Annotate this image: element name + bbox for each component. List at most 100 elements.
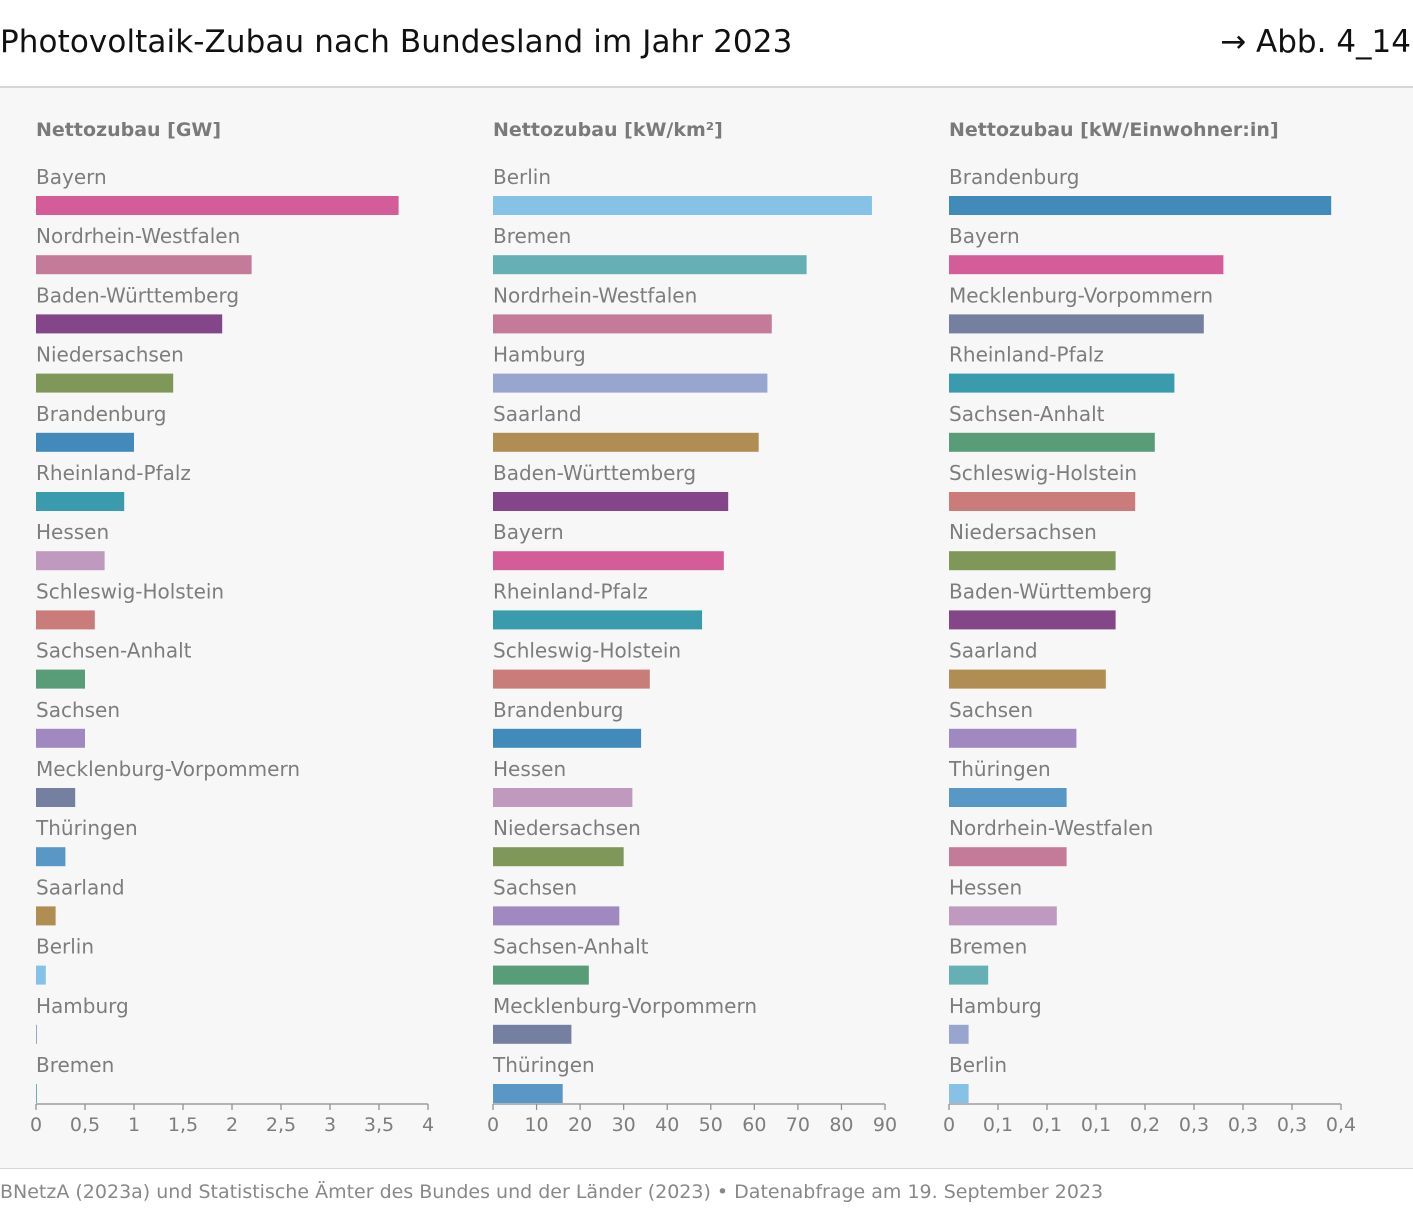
x-tick-label: 0: [30, 1114, 42, 1136]
bar: [493, 906, 620, 926]
x-tick-label: 60: [742, 1114, 766, 1136]
x-tick-label: 0,1: [983, 1114, 1013, 1136]
bar: [949, 196, 1332, 215]
category-label: Baden-Württemberg: [493, 461, 696, 485]
x-tick-label: 2: [226, 1114, 238, 1136]
category-label: Brandenburg: [493, 698, 624, 722]
category-label: Baden-Württemberg: [949, 579, 1152, 603]
x-tick-label: 3,5: [364, 1114, 394, 1136]
category-label: Berlin: [36, 935, 94, 959]
bar: [949, 551, 1116, 571]
bar: [949, 847, 1067, 867]
bar: [36, 432, 134, 452]
category-label: Bremen: [493, 224, 571, 248]
category-label: Hessen: [949, 875, 1022, 899]
category-label: Thüringen: [948, 757, 1051, 781]
source-note: BNetzA (2023a) und Statistische Ämter de…: [0, 1181, 1104, 1203]
category-label: Sachsen: [949, 698, 1033, 722]
bar: [36, 1084, 37, 1103]
bar: [493, 965, 589, 985]
bar: [493, 610, 703, 630]
bar: [949, 314, 1204, 334]
category-label: Niedersachsen: [493, 816, 641, 840]
category-label: Mecklenburg-Vorpommern: [493, 994, 757, 1018]
bar: [36, 492, 125, 511]
bar: [949, 788, 1067, 807]
category-label: Hessen: [493, 757, 566, 781]
bar: [36, 610, 95, 630]
x-tick-label: 40: [655, 1114, 679, 1136]
bar: [36, 373, 174, 393]
bar: [36, 847, 66, 867]
x-tick-label: 0,3: [1228, 1114, 1258, 1136]
bar: [36, 906, 56, 926]
category-label: Hamburg: [493, 343, 586, 367]
bar: [493, 196, 872, 215]
footer-rule: [0, 1168, 1413, 1169]
category-label: Saarland: [949, 639, 1038, 663]
category-label: Rheinland-Pfalz: [949, 343, 1104, 367]
category-label: Schleswig-Holstein: [493, 639, 681, 663]
category-label: Hamburg: [36, 994, 129, 1018]
bar: [493, 432, 759, 452]
category-label: Bayern: [36, 165, 107, 189]
bar: [36, 1024, 37, 1044]
bar: [949, 669, 1106, 689]
bar: [493, 255, 807, 275]
category-label: Baden-Württemberg: [36, 283, 239, 307]
x-tick-label: 1: [128, 1114, 140, 1136]
x-tick-label: 80: [829, 1114, 853, 1136]
bar: [36, 788, 76, 807]
bar: [493, 1024, 572, 1044]
bar: [493, 1084, 563, 1103]
category-label: Thüringen: [35, 816, 138, 840]
category-label: Nordrhein-Westfalen: [949, 816, 1153, 840]
x-tick-label: 3: [324, 1114, 336, 1136]
bar: [493, 492, 729, 511]
x-tick-label: 0,1: [1081, 1114, 1111, 1136]
category-label: Thüringen: [492, 1053, 595, 1077]
x-tick-label: 50: [699, 1114, 723, 1136]
category-label: Sachsen-Anhalt: [493, 935, 649, 959]
bar: [949, 432, 1155, 452]
figure-reference: → Abb. 4_14: [1220, 24, 1411, 60]
bar: [36, 551, 105, 571]
x-tick-label: 2,5: [266, 1114, 296, 1136]
bar: [493, 373, 768, 393]
category-label: Bayern: [493, 520, 564, 544]
category-label: Mecklenburg-Vorpommern: [949, 283, 1213, 307]
bar: [949, 728, 1077, 748]
x-tick-label: 70: [786, 1114, 810, 1136]
bar: [949, 906, 1057, 926]
category-label: Sachsen-Anhalt: [949, 402, 1105, 426]
bar: [36, 255, 252, 275]
category-label: Mecklenburg-Vorpommern: [36, 757, 300, 781]
category-label: Brandenburg: [36, 402, 167, 426]
bar: [493, 551, 724, 571]
bar: [493, 728, 642, 748]
category-label: Nordrhein-Westfalen: [36, 224, 240, 248]
category-label: Niedersachsen: [949, 520, 1097, 544]
page-title: Photovoltaik-Zubau nach Bundesland im Ja…: [0, 24, 793, 60]
category-label: Sachsen-Anhalt: [36, 639, 192, 663]
x-tick-label: 0,5: [70, 1114, 100, 1136]
category-label: Saarland: [493, 402, 582, 426]
category-label: Bremen: [949, 935, 1027, 959]
category-label: Sachsen: [493, 875, 577, 899]
bar: [949, 610, 1116, 630]
x-tick-label: 0,3: [1277, 1114, 1307, 1136]
chart-title: Nettozubau [kW/km²]: [493, 119, 723, 141]
category-label: Berlin: [493, 165, 551, 189]
category-label: Bayern: [949, 224, 1020, 248]
x-tick-label: 0: [943, 1114, 955, 1136]
category-label: Hamburg: [949, 994, 1042, 1018]
chart-area: Nettozubau [GW] Bayern Nordrhein-Westfalen…: [0, 88, 1413, 1168]
category-label: Sachsen: [36, 698, 120, 722]
bar: [36, 314, 223, 334]
category-label: Hessen: [36, 520, 109, 544]
bar: [493, 314, 772, 334]
x-tick-label: 0: [487, 1114, 499, 1136]
chart-title: Nettozubau [GW]: [36, 119, 221, 141]
x-tick-label: 0,4: [1326, 1114, 1356, 1136]
bar: [949, 255, 1224, 275]
